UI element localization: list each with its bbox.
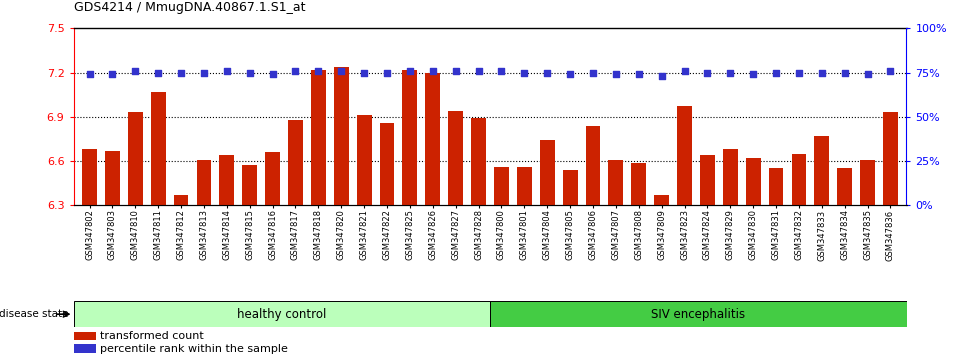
- Point: [837, 70, 853, 75]
- Point: [585, 70, 601, 75]
- Bar: [471, 118, 486, 205]
- Point: [791, 70, 807, 75]
- Bar: [655, 195, 669, 205]
- Point: [105, 72, 121, 77]
- Bar: [448, 111, 464, 205]
- Point: [196, 70, 212, 75]
- Point: [333, 68, 349, 74]
- Point: [700, 70, 715, 75]
- Point: [516, 70, 532, 75]
- Point: [402, 68, 417, 74]
- Point: [265, 72, 280, 77]
- Bar: [403, 70, 417, 205]
- Point: [311, 68, 326, 74]
- Point: [563, 72, 578, 77]
- Bar: [746, 158, 760, 205]
- Text: GDS4214 / MmugDNA.40867.1.S1_at: GDS4214 / MmugDNA.40867.1.S1_at: [74, 1, 305, 14]
- Point: [379, 70, 395, 75]
- Point: [539, 70, 555, 75]
- Bar: [609, 160, 623, 205]
- Point: [814, 70, 830, 75]
- Bar: [494, 167, 509, 205]
- Bar: [379, 123, 395, 205]
- Bar: [197, 160, 212, 205]
- Point: [173, 70, 189, 75]
- Point: [357, 70, 372, 75]
- Bar: [677, 107, 692, 205]
- Point: [150, 70, 166, 75]
- Point: [654, 73, 669, 79]
- Bar: [151, 92, 166, 205]
- Bar: [334, 67, 349, 205]
- Bar: [74, 301, 490, 327]
- Bar: [883, 112, 898, 205]
- Point: [448, 68, 464, 74]
- Bar: [266, 152, 280, 205]
- Bar: [723, 149, 738, 205]
- Bar: [837, 169, 853, 205]
- Point: [288, 68, 304, 74]
- Bar: [105, 151, 120, 205]
- Point: [722, 70, 738, 75]
- Point: [242, 70, 258, 75]
- Point: [631, 72, 647, 77]
- Point: [425, 68, 441, 74]
- Bar: [631, 162, 646, 205]
- Point: [81, 72, 97, 77]
- Bar: [792, 154, 807, 205]
- Point: [494, 68, 510, 74]
- Bar: [357, 115, 371, 205]
- Point: [746, 72, 761, 77]
- Point: [219, 68, 234, 74]
- Bar: [425, 73, 440, 205]
- Text: transformed count: transformed count: [100, 331, 204, 341]
- Bar: [311, 70, 325, 205]
- Bar: [490, 301, 906, 327]
- Text: SIV encephalitis: SIV encephalitis: [651, 308, 746, 321]
- Bar: [768, 169, 783, 205]
- Bar: [700, 155, 714, 205]
- Bar: [288, 120, 303, 205]
- Bar: [585, 126, 601, 205]
- Bar: [242, 165, 257, 205]
- Text: healthy control: healthy control: [237, 308, 326, 321]
- Point: [883, 68, 899, 74]
- Bar: [74, 332, 96, 341]
- Bar: [173, 195, 188, 205]
- Text: disease state: disease state: [0, 309, 69, 319]
- Point: [859, 72, 875, 77]
- Bar: [563, 170, 577, 205]
- Point: [127, 68, 143, 74]
- Bar: [814, 136, 829, 205]
- Text: percentile rank within the sample: percentile rank within the sample: [100, 343, 287, 354]
- Bar: [860, 160, 875, 205]
- Point: [676, 68, 692, 74]
- Point: [470, 68, 486, 74]
- Point: [608, 72, 623, 77]
- Bar: [127, 112, 143, 205]
- Point: [768, 70, 784, 75]
- Bar: [220, 155, 234, 205]
- Bar: [74, 344, 96, 353]
- Bar: [516, 167, 532, 205]
- Bar: [540, 141, 555, 205]
- Bar: [82, 149, 97, 205]
